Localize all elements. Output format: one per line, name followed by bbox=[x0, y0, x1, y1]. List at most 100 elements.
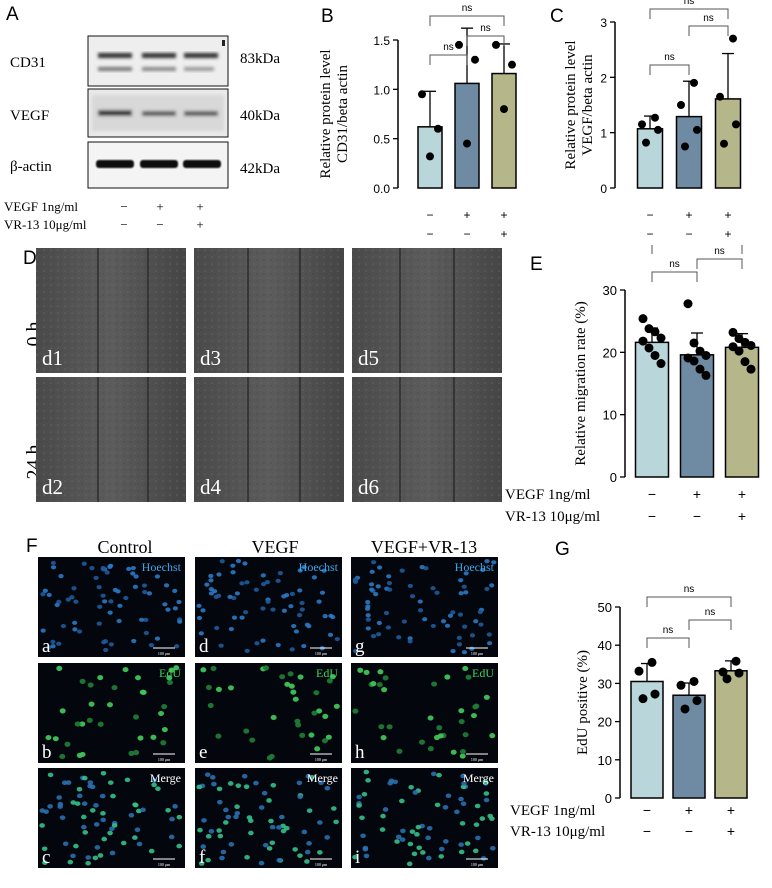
nucleus bbox=[96, 585, 102, 590]
data-point bbox=[718, 667, 728, 677]
merged-nucleus bbox=[262, 842, 269, 848]
nucleus bbox=[369, 587, 375, 592]
merged-nucleus bbox=[223, 820, 229, 825]
data-point bbox=[746, 340, 756, 350]
nucleus bbox=[376, 620, 382, 626]
nucleus bbox=[387, 587, 393, 592]
y-tick-label: 0.0 bbox=[373, 182, 390, 196]
edu-nucleus bbox=[166, 679, 173, 686]
scale-bar-label: 100 μm bbox=[471, 757, 484, 762]
merged-nucleus bbox=[388, 778, 395, 784]
nucleus bbox=[54, 602, 60, 608]
merged-nucleus bbox=[87, 780, 94, 785]
edu-nucleus bbox=[134, 675, 141, 681]
panel-label-f: F bbox=[26, 536, 38, 557]
blot-label-cd31: CD31 bbox=[10, 55, 46, 71]
nucleus bbox=[270, 607, 276, 612]
merged-nucleus bbox=[47, 804, 53, 809]
merged-nucleus bbox=[201, 818, 207, 823]
nucleus bbox=[50, 644, 56, 649]
stain-label: Hoechst bbox=[142, 560, 182, 574]
merged-nucleus bbox=[472, 848, 479, 854]
stain-label: Merge bbox=[150, 771, 181, 785]
merged-nucleus bbox=[99, 793, 106, 799]
nucleus bbox=[473, 619, 479, 624]
nucleus bbox=[196, 615, 203, 621]
data-point bbox=[722, 674, 732, 684]
edu-nucleus bbox=[299, 732, 306, 738]
nucleus bbox=[89, 565, 95, 571]
edu-nucleus bbox=[128, 750, 135, 757]
edu-nucleus bbox=[396, 748, 403, 754]
wound-cell-label: d3 bbox=[200, 346, 221, 370]
merged-nucleus bbox=[57, 804, 64, 809]
merged-nucleus bbox=[454, 809, 460, 815]
significance-label: ns bbox=[705, 607, 716, 618]
merged-nucleus bbox=[420, 850, 426, 855]
edu-nucleus bbox=[377, 669, 384, 675]
merged-nucleus bbox=[70, 853, 76, 859]
wound-cell-label: d4 bbox=[200, 475, 222, 499]
panel-label-e: E bbox=[530, 254, 543, 275]
significance-bracket bbox=[649, 8, 729, 19]
x-sign-label: − bbox=[693, 508, 701, 524]
edu-nucleus bbox=[381, 687, 388, 693]
merged-nucleus bbox=[97, 853, 104, 858]
merged-nucleus bbox=[409, 829, 416, 834]
edu-nucleus bbox=[465, 674, 472, 680]
nucleus bbox=[484, 559, 490, 564]
wound-image: d6 bbox=[352, 377, 502, 502]
nucleus bbox=[407, 639, 413, 644]
nucleus bbox=[486, 632, 492, 637]
y-tick-label: 30 bbox=[598, 676, 612, 691]
wound-image: d3 bbox=[194, 248, 344, 373]
beta-actin-blot bbox=[87, 141, 229, 189]
edu-nucleus bbox=[215, 733, 222, 739]
nucleus bbox=[491, 560, 497, 565]
wound-cell-label: d1 bbox=[42, 346, 63, 370]
nucleus bbox=[107, 564, 113, 569]
merged-nucleus bbox=[243, 784, 250, 789]
merged-nucleus bbox=[480, 856, 487, 861]
merged-nucleus bbox=[279, 814, 285, 820]
edu-cell-label: g bbox=[355, 636, 365, 657]
nucleus bbox=[260, 606, 266, 611]
data-point bbox=[634, 666, 644, 676]
merged-nucleus bbox=[208, 829, 215, 834]
data-point bbox=[693, 125, 701, 134]
merged-nucleus bbox=[356, 803, 362, 808]
edu-nucleus bbox=[263, 665, 270, 671]
edu-nucleus bbox=[249, 737, 256, 743]
merged-nucleus bbox=[333, 819, 339, 825]
blot-sign: − bbox=[156, 217, 163, 232]
nucleus bbox=[72, 627, 78, 632]
nucleus bbox=[100, 565, 106, 571]
merged-nucleus bbox=[223, 807, 229, 813]
nucleus bbox=[299, 607, 305, 612]
data-point bbox=[680, 704, 690, 714]
edu-nucleus bbox=[76, 752, 83, 758]
merged-nucleus bbox=[197, 827, 203, 833]
merged-nucleus bbox=[220, 849, 227, 855]
condition-label: VEGF 1ng/ml bbox=[505, 487, 590, 503]
merged-nucleus bbox=[359, 815, 365, 821]
merged-nucleus bbox=[135, 808, 142, 814]
edu-nucleus bbox=[161, 703, 168, 710]
merged-nucleus bbox=[473, 822, 480, 827]
nucleus bbox=[76, 629, 83, 634]
nucleus bbox=[139, 617, 145, 622]
nucleus bbox=[235, 558, 242, 564]
merged-nucleus bbox=[395, 834, 402, 840]
edu-image: Hoechst g 100 μm bbox=[351, 557, 498, 657]
nucleus bbox=[365, 613, 371, 618]
edu-nucleus bbox=[288, 683, 295, 689]
edu-nucleus bbox=[316, 708, 323, 714]
nucleus bbox=[143, 617, 149, 623]
x-sign-label: + bbox=[738, 486, 746, 502]
merged-nucleus bbox=[134, 827, 141, 833]
wound-image: d1 bbox=[36, 248, 186, 373]
nucleus bbox=[373, 592, 379, 597]
edu-cell-label: i bbox=[355, 847, 360, 868]
nucleus bbox=[103, 647, 109, 653]
chart-b-cd31: 0.0 0.5 1.0 1.5 Relative protein level CD31/b… bbox=[318, 3, 517, 241]
